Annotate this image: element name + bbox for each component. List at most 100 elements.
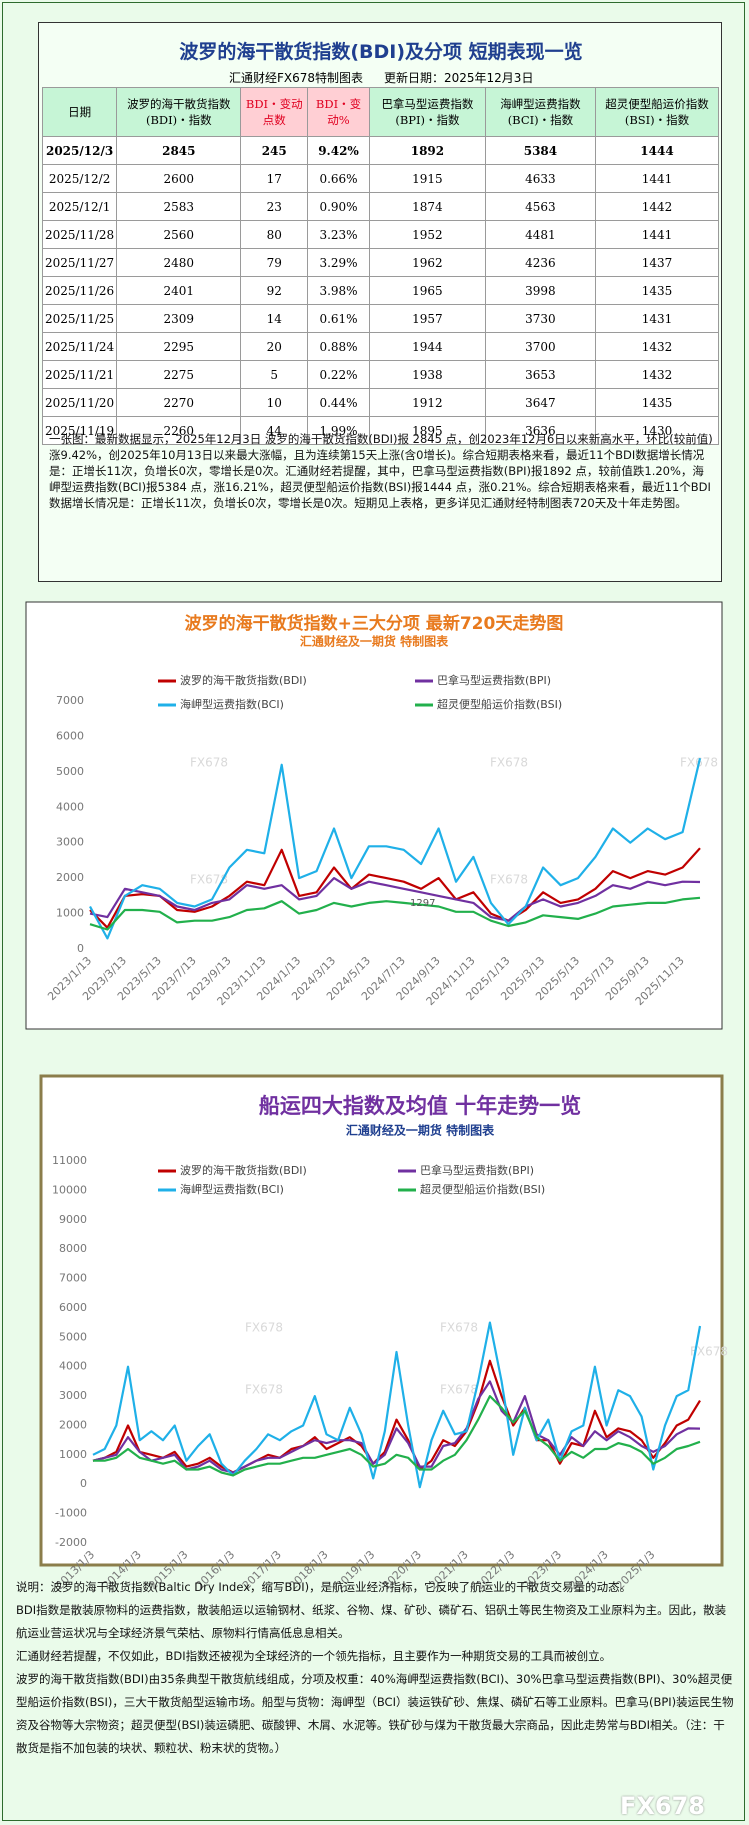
legend-label: 海岬型运费指数(BCI) (180, 697, 284, 711)
table-cell: 2025/11/21 (41, 360, 118, 389)
table-cell: 3636 (484, 416, 597, 445)
maker: 汇通财经FX678特制图表 (229, 71, 364, 85)
table-cell: 1435 (595, 276, 719, 305)
chart-frame (39, 1074, 724, 1567)
y-tick-label: 1000 (56, 907, 84, 920)
chart-subtitle: 汇通财经及一期货 特制图表 (346, 1123, 495, 1138)
note-line: BDI指数是散装原物料的运费指数，散装船运以运输钢材、纸浆、谷物、煤、矿砂、磷矿… (16, 1603, 727, 1640)
watermark: FX678 (690, 1345, 728, 1359)
series-line (89, 896, 701, 931)
table-cell: 2025/11/26 (41, 276, 118, 305)
table-cell: 1442 (595, 192, 719, 221)
table-cell: 1912 (369, 388, 486, 417)
note-line: 说明：波罗的海干散货指数(Baltic Dry Index，缩写BDI)，是航运… (16, 1580, 632, 1594)
table-cell: 3730 (484, 304, 597, 333)
table-cell: 1965 (369, 276, 486, 305)
table-cell: 1874 (369, 192, 486, 221)
table-cell: 3998 (484, 276, 597, 305)
annotation: 1297 (410, 898, 435, 909)
watermark: FX678 (245, 1321, 283, 1335)
table-cell: 2295 (116, 332, 242, 361)
table-cell: 1437 (595, 248, 719, 277)
table-cell: 1952 (369, 220, 486, 249)
table-cell: 23 (240, 192, 309, 221)
table-row: 2025/11/25 2309 14 0.61% 1957 3730 1431 (41, 304, 719, 333)
table-cell: 3.29% (307, 248, 371, 277)
table-cell: 79 (240, 248, 309, 277)
y-tick-label: -1000 (55, 1507, 87, 1520)
series-line (92, 1380, 701, 1474)
table-row: 2025/11/28 2560 80 3.23% 1952 4481 1441 (41, 220, 719, 249)
y-tick-label: 11000 (52, 1154, 87, 1167)
table-cell: 2275 (116, 360, 242, 389)
table-cell: 1431 (595, 304, 719, 333)
table-cell: 1432 (595, 360, 719, 389)
table-row: 2025/11/19 2260 44 1.99% 1895 3636 1430 (41, 416, 719, 445)
y-tick-label: 8000 (59, 1242, 87, 1255)
table-row: 2025/11/27 2480 79 3.29% 1962 4236 1437 (41, 248, 719, 277)
y-tick-label: 9000 (59, 1213, 87, 1226)
series-line (92, 1321, 702, 1489)
table-cell: 1430 (595, 416, 719, 445)
column-header: 海岬型运费指数(BCI)・指数 (484, 87, 597, 137)
table-cell: 2025/11/24 (41, 332, 118, 361)
table-row: 2025/12/1 2583 23 0.90% 1874 4563 1442 (41, 192, 719, 221)
y-tick-label: 4000 (59, 1360, 87, 1373)
table-cell: 245 (240, 136, 309, 165)
table-title: 波罗的海干散货指数(BDI)及分项 短期表现一览 (179, 41, 583, 63)
chart-title: 波罗的海干散货指数+三大分项 最新720天走势图 (185, 613, 564, 634)
y-tick-label: 6000 (59, 1301, 87, 1314)
table-cell: 1432 (595, 332, 719, 361)
table-cell: 44 (240, 416, 309, 445)
table-cell: 1441 (595, 164, 719, 193)
watermark: FX678 (440, 1383, 478, 1397)
table-cell: 3.23% (307, 220, 371, 249)
table-cell: 2025/11/19 (41, 416, 118, 445)
table-cell: 2260 (116, 416, 242, 445)
table-cell: 2560 (116, 220, 242, 249)
note-line: 波罗的海干散货指数(BDI)由35条典型干散货航线组成，分项及权重：40%海岬型… (16, 1672, 734, 1755)
y-tick-label: 1000 (59, 1448, 87, 1461)
legend-label: 波罗的海干散货指数(BDI) (180, 1163, 307, 1177)
y-tick-label: 7000 (56, 694, 84, 707)
y-tick-label: 5000 (56, 765, 84, 778)
table-cell: 1957 (369, 304, 486, 333)
table-cell: 0.61% (307, 304, 371, 333)
table-cell: 0.90% (307, 192, 371, 221)
summary-panel: 波罗的海干散货指数(BDI)及分项 短期表现一览 汇通财经FX678特制图表 更… (38, 22, 722, 582)
table-row: 2025/11/21 2275 5 0.22% 1938 3653 1432 (41, 360, 719, 389)
watermark: FX678 (190, 873, 228, 887)
table-cell: 92 (240, 276, 309, 305)
y-tick-label: 10000 (52, 1183, 87, 1196)
table-row: 2025/11/26 2401 92 3.98% 1965 3998 1435 (41, 276, 719, 305)
table-row: 2025/12/3 2845 245 9.42% 1892 5384 1444 (41, 136, 719, 165)
column-header: 巴拿马型运费指数(BPI)・指数 (369, 87, 486, 137)
legend-label: 超灵便型船运价指数(BSI) (420, 1182, 545, 1196)
y-tick-label: 4000 (56, 800, 84, 813)
table-row: 2025/11/20 2270 10 0.44% 1912 3647 1435 (41, 388, 719, 417)
table-cell: 4563 (484, 192, 597, 221)
legend-label: 超灵便型船运价指数(BSI) (437, 697, 562, 711)
table-cell: 80 (240, 220, 309, 249)
table-cell: 3647 (484, 388, 597, 417)
table-cell: 2025/11/27 (41, 248, 118, 277)
table-cell: 9.42% (307, 136, 371, 165)
legend-label: 巴拿马型运费指数(BPI) (437, 673, 551, 687)
table-cell: 2025/11/25 (41, 304, 118, 333)
column-header: 日期 (41, 87, 118, 137)
table-cell: 2401 (116, 276, 242, 305)
series-line (89, 758, 702, 940)
table-cell: 2025/12/2 (41, 164, 118, 193)
table-cell: 0.22% (307, 360, 371, 389)
table-cell: 2270 (116, 388, 242, 417)
legend-label: 巴拿马型运费指数(BPI) (420, 1163, 534, 1177)
legend-label: 波罗的海干散货指数(BDI) (180, 673, 307, 687)
watermark: FX678 (440, 1321, 478, 1335)
y-tick-label: -2000 (55, 1536, 87, 1549)
y-tick-label: 6000 (56, 729, 84, 742)
y-tick-label: 3000 (59, 1389, 87, 1402)
notes: 说明：波罗的海干散货指数(Baltic Dry Index，缩写BDI)，是航运… (16, 1576, 736, 1760)
watermark: FX678 (190, 756, 228, 770)
